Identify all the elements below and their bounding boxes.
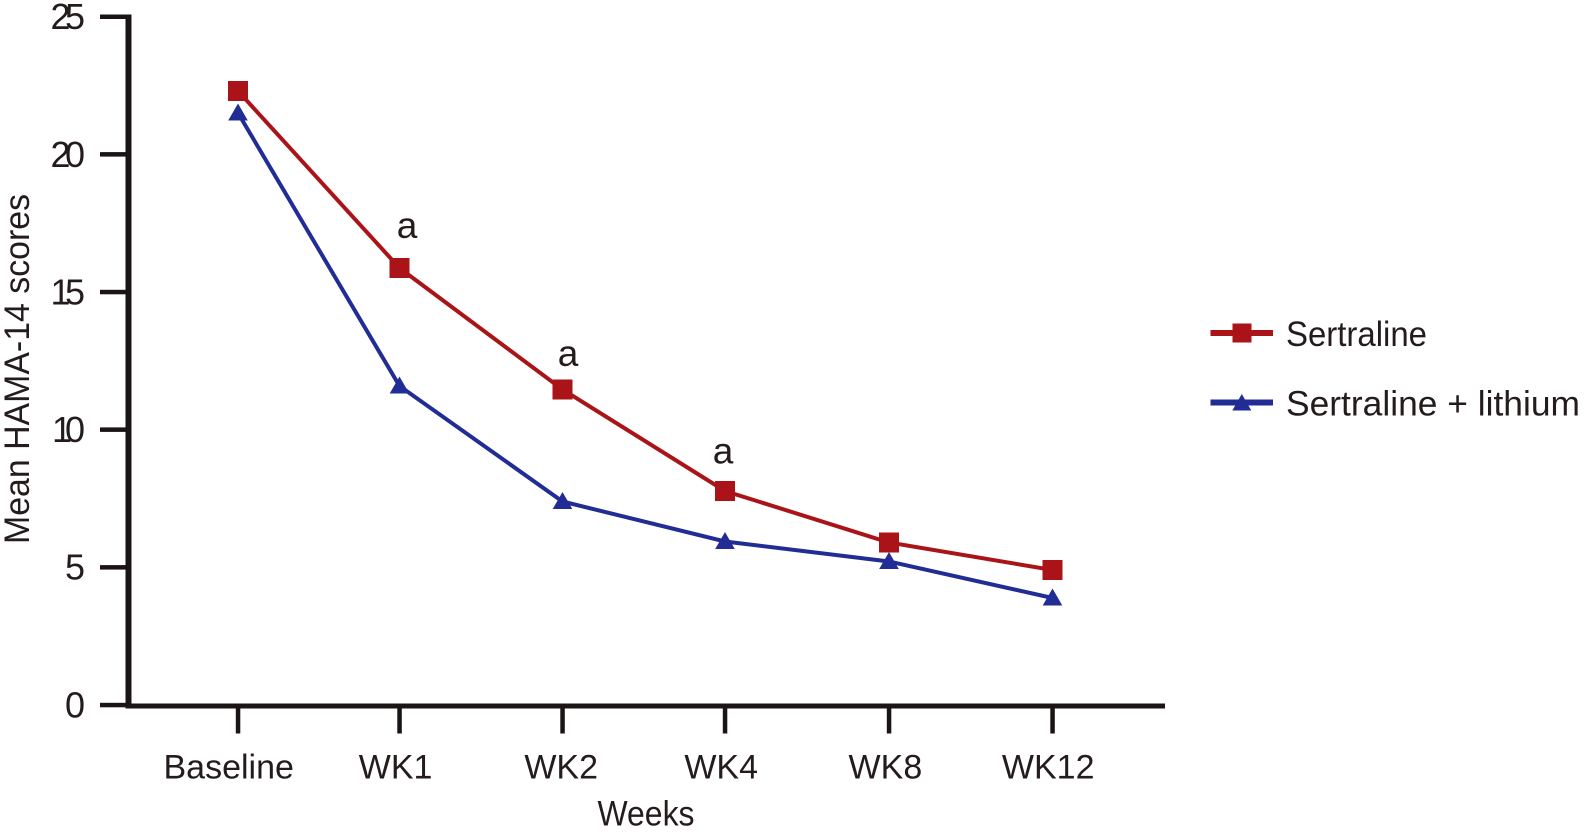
svg-text:WK8: WK8: [849, 749, 923, 787]
svg-text:Baseline: Baseline: [163, 749, 293, 787]
svg-text:WK4: WK4: [684, 749, 758, 787]
svg-text:10: 10: [52, 409, 85, 450]
svg-text:a: a: [397, 205, 418, 246]
svg-text:a: a: [713, 431, 734, 472]
svg-text:WK1: WK1: [359, 749, 433, 787]
svg-text:15: 15: [51, 271, 86, 312]
svg-text:Mean HAMA-14 scores: Mean HAMA-14 scores: [0, 194, 37, 544]
svg-text:WK2: WK2: [524, 749, 598, 787]
svg-text:0: 0: [65, 684, 85, 725]
svg-text:Sertraline + lithium: Sertraline + lithium: [1286, 385, 1580, 424]
svg-text:a: a: [558, 333, 579, 374]
svg-text:Weeks: Weeks: [598, 795, 695, 834]
svg-text:20: 20: [51, 134, 86, 175]
svg-text:Sertraline: Sertraline: [1286, 315, 1427, 354]
svg-text:5: 5: [65, 547, 85, 588]
svg-text:25: 25: [51, 0, 86, 37]
svg-text:WK12: WK12: [1002, 749, 1095, 787]
